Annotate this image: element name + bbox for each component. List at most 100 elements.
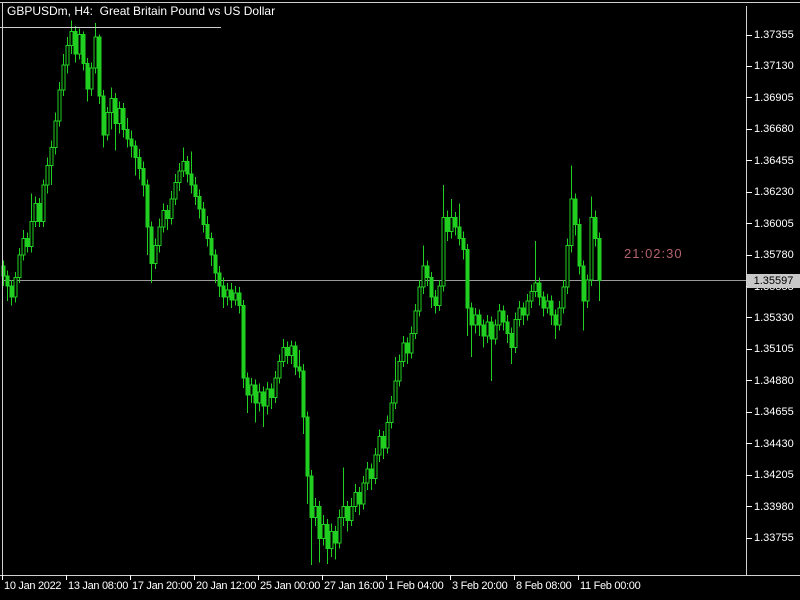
candle-body: [369, 468, 374, 480]
candle-body: [329, 531, 334, 549]
time-axis-label: 25 Jan 00:00: [260, 580, 321, 592]
candle-body: [517, 307, 522, 320]
candle-body: [333, 531, 338, 544]
price-axis-label: 1.36005: [754, 217, 794, 230]
candle-body: [45, 165, 50, 186]
time-axis-tick: [258, 575, 259, 580]
candle-body: [417, 286, 422, 312]
price-axis-label: 1.35330: [754, 311, 794, 324]
candle-body: [501, 310, 506, 323]
time-axis-tick: [386, 575, 387, 580]
candle-body: [257, 391, 262, 404]
candle-body: [77, 33, 82, 55]
candle-body: [97, 36, 102, 97]
candle-body: [353, 492, 358, 508]
candle-body: [481, 324, 486, 337]
candle-body: [117, 107, 122, 125]
price-axis-tick: [746, 191, 752, 193]
candle-body: [209, 237, 214, 256]
chart-border-left: [2, 2, 3, 575]
candle-body: [41, 184, 46, 223]
price-axis-line: [746, 6, 747, 575]
candle-body: [29, 221, 34, 248]
price-axis-label: 1.37130: [754, 60, 794, 73]
candle-body: [317, 506, 322, 540]
candle-body: [449, 216, 454, 232]
candle-body: [577, 223, 582, 267]
candle-body: [365, 468, 370, 484]
candle-body: [177, 170, 182, 183]
candle-body: [21, 237, 26, 256]
candle-body: [253, 384, 258, 404]
candle-body: [265, 388, 270, 407]
price-axis-label: 1.35780: [754, 249, 794, 262]
price-axis-label: 1.36905: [754, 91, 794, 104]
time-axis-label: 11 Feb 00:00: [580, 580, 641, 592]
candle-body: [397, 360, 402, 382]
time-axis-label: 3 Feb 20:00: [452, 580, 508, 592]
candle-body: [597, 237, 602, 282]
candle-body: [229, 289, 234, 301]
price-axis-tick: [746, 474, 752, 476]
candle-body: [145, 184, 150, 228]
candle-body: [513, 318, 518, 348]
candle-body: [465, 248, 470, 309]
candle-body: [73, 31, 78, 55]
time-axis-label: 20 Jan 12:00: [196, 580, 257, 592]
price-axis-tick: [746, 34, 752, 36]
candle-body: [461, 237, 466, 250]
candle-body: [281, 346, 286, 362]
candle-body: [521, 307, 526, 316]
candle-body: [589, 216, 594, 281]
time-axis-tick: [514, 575, 515, 580]
candle-body: [553, 314, 558, 326]
candle-body: [249, 384, 254, 396]
candle-body: [49, 146, 54, 167]
time-axis-tick: [66, 575, 67, 580]
price-axis-label: 1.34880: [754, 374, 794, 387]
time-axis-label: 13 Jan 08:00: [68, 580, 129, 592]
time-axis-tick: [194, 575, 195, 580]
candle-body: [409, 332, 414, 354]
time-axis-label: 1 Feb 04:00: [388, 580, 444, 592]
price-axis-tick: [746, 443, 752, 445]
candle-body: [337, 517, 342, 544]
candle-body: [241, 304, 246, 379]
candle-body: [173, 181, 178, 200]
candle-body: [457, 226, 462, 239]
candle-body: [401, 342, 406, 362]
candle-body: [69, 31, 74, 46]
time-axis-tick: [450, 575, 451, 580]
candle-body: [433, 296, 438, 306]
price-axis-tick: [746, 317, 752, 319]
price-axis-tick: [746, 506, 752, 508]
current-price-tag: 1.35597: [747, 273, 800, 288]
candle-body: [137, 156, 142, 169]
candle-body: [25, 237, 30, 248]
candle-body: [37, 202, 42, 223]
candle-body: [13, 276, 18, 298]
candle-body: [85, 63, 90, 90]
candle-body: [421, 265, 426, 288]
candle-body: [561, 286, 566, 309]
candle-body: [313, 506, 318, 519]
price-axis-tick: [746, 537, 752, 539]
candle-body: [569, 198, 574, 246]
candle-body: [285, 346, 290, 357]
candle-body: [297, 366, 302, 372]
candle-body: [321, 524, 326, 540]
chart-border-bottom: [0, 575, 800, 576]
candle-body: [157, 226, 162, 246]
candle-body: [57, 89, 62, 122]
price-axis-tick: [746, 254, 752, 256]
candle-body: [141, 167, 146, 186]
candle-body: [205, 223, 210, 239]
price-axis-label: 1.34655: [754, 406, 794, 419]
price-axis-tick: [746, 223, 752, 225]
candle-body: [389, 402, 394, 424]
candle-body: [125, 128, 130, 140]
price-axis-tick: [746, 97, 752, 99]
price-axis-label: 1.36455: [754, 154, 794, 167]
candle-body: [189, 173, 194, 186]
